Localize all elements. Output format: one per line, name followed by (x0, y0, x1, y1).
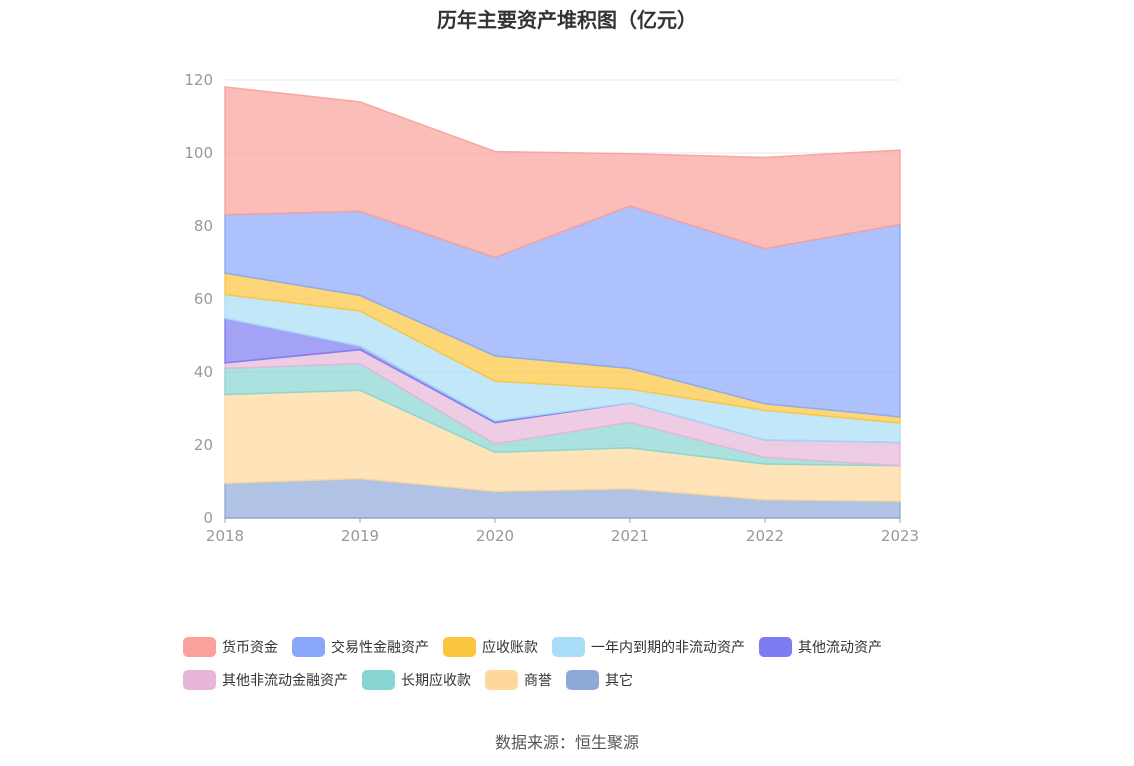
y-tick-label: 80 (194, 217, 213, 235)
legend-row: 货币资金 交易性金融资产 应收账款 一年内到期的非流动资产 其他流动资产 (183, 630, 983, 663)
y-tick-label: 20 (194, 436, 213, 454)
axis-layer: 0 20 40 60 80 100 120 2018 2019 2020 2021 2022 2023 (184, 71, 919, 545)
legend-swatch (552, 636, 585, 657)
legend-item[interactable]: 其他非流动金融资产 (183, 669, 348, 690)
legend-item[interactable]: 商誉 (485, 669, 552, 690)
legend-label: 其它 (605, 672, 633, 689)
legend: 货币资金 交易性金融资产 应收账款 一年内到期的非流动资产 其他流动资产其他非流动金融资… (183, 630, 983, 696)
legend-item[interactable]: 其他流动资产 (759, 636, 882, 657)
legend-swatch (485, 669, 518, 690)
legend-swatch (759, 636, 792, 657)
x-tick-label: 2022 (746, 527, 784, 545)
y-tick-label: 120 (184, 71, 213, 89)
legend-label: 长期应收款 (401, 672, 471, 689)
legend-item[interactable]: 交易性金融资产 (292, 636, 429, 657)
legend-label: 其他非流动金融资产 (222, 672, 348, 689)
legend-item[interactable]: 一年内到期的非流动资产 (552, 636, 745, 657)
legend-label: 商誉 (524, 672, 552, 689)
chart-title: 历年主要资产堆积图（亿元） (437, 8, 697, 32)
legend-label: 应收账款 (482, 639, 538, 656)
y-tick-label: 40 (194, 363, 213, 381)
legend-item[interactable]: 货币资金 (183, 636, 278, 657)
legend-label: 一年内到期的非流动资产 (591, 639, 745, 656)
legend-item[interactable]: 应收账款 (443, 636, 538, 657)
x-tick-label: 2020 (476, 527, 514, 545)
data-source-note: 数据来源：恒生聚源 (494, 733, 639, 752)
x-tick-label: 2019 (341, 527, 379, 545)
legend-swatch (566, 669, 599, 690)
legend-swatch (443, 636, 476, 657)
legend-swatch (183, 669, 216, 690)
y-tick-label: 0 (203, 509, 213, 527)
legend-label: 货币资金 (222, 639, 278, 656)
legend-label: 其他流动资产 (798, 639, 882, 656)
y-tick-label: 60 (194, 290, 213, 308)
legend-swatch (292, 636, 325, 657)
y-tick-label: 100 (184, 144, 213, 162)
legend-swatch (183, 636, 216, 657)
area-layer (224, 86, 901, 519)
legend-item[interactable]: 其它 (566, 669, 633, 690)
area-series-8 (224, 86, 901, 259)
legend-item[interactable]: 长期应收款 (362, 669, 471, 690)
legend-label: 交易性金融资产 (331, 639, 429, 656)
legend-row: 其他非流动金融资产 长期应收款 商誉 其它 (183, 663, 983, 696)
x-tick-label: 2018 (206, 527, 244, 545)
x-tick-label: 2021 (611, 527, 649, 545)
x-tick-label: 2023 (881, 527, 919, 545)
legend-swatch (362, 669, 395, 690)
